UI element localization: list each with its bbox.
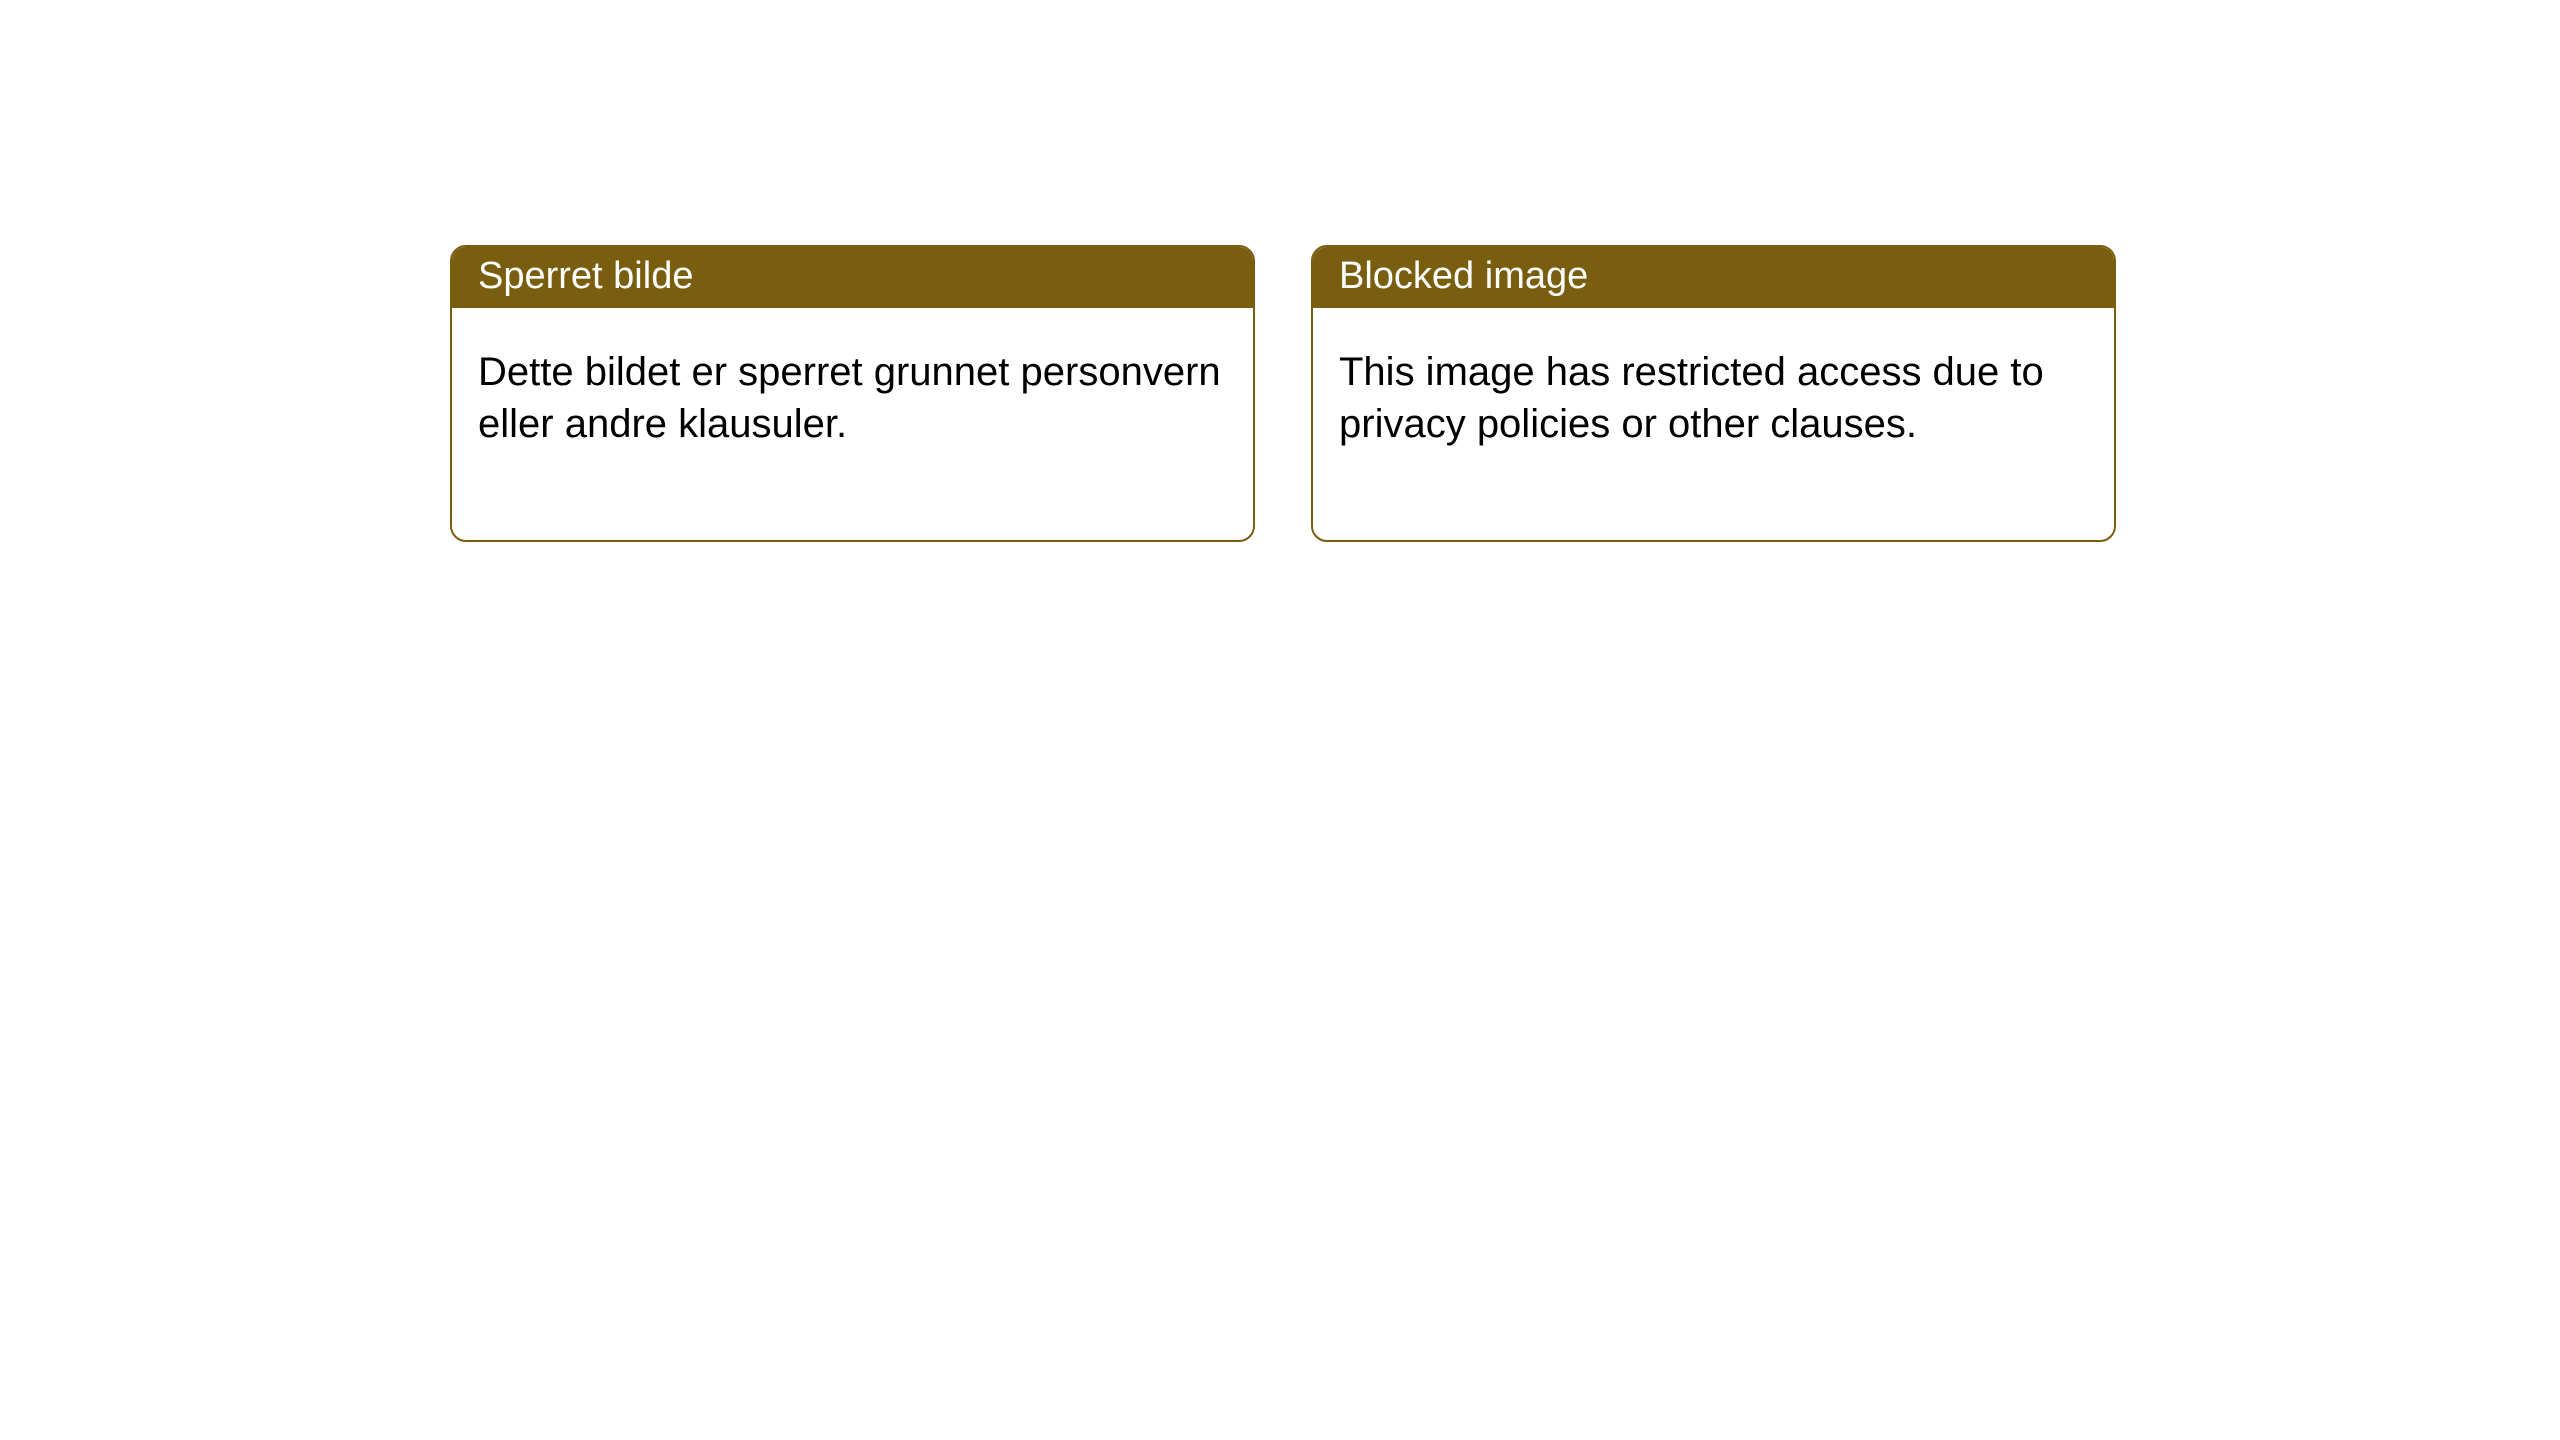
notice-card-body: This image has restricted access due to … [1313,308,2114,540]
notice-container: Sperret bilde Dette bildet er sperret gr… [0,0,2560,542]
notice-card-title: Sperret bilde [452,247,1253,308]
notice-card-norwegian: Sperret bilde Dette bildet er sperret gr… [450,245,1255,542]
notice-card-title: Blocked image [1313,247,2114,308]
notice-card-english: Blocked image This image has restricted … [1311,245,2116,542]
notice-card-body: Dette bildet er sperret grunnet personve… [452,308,1253,540]
